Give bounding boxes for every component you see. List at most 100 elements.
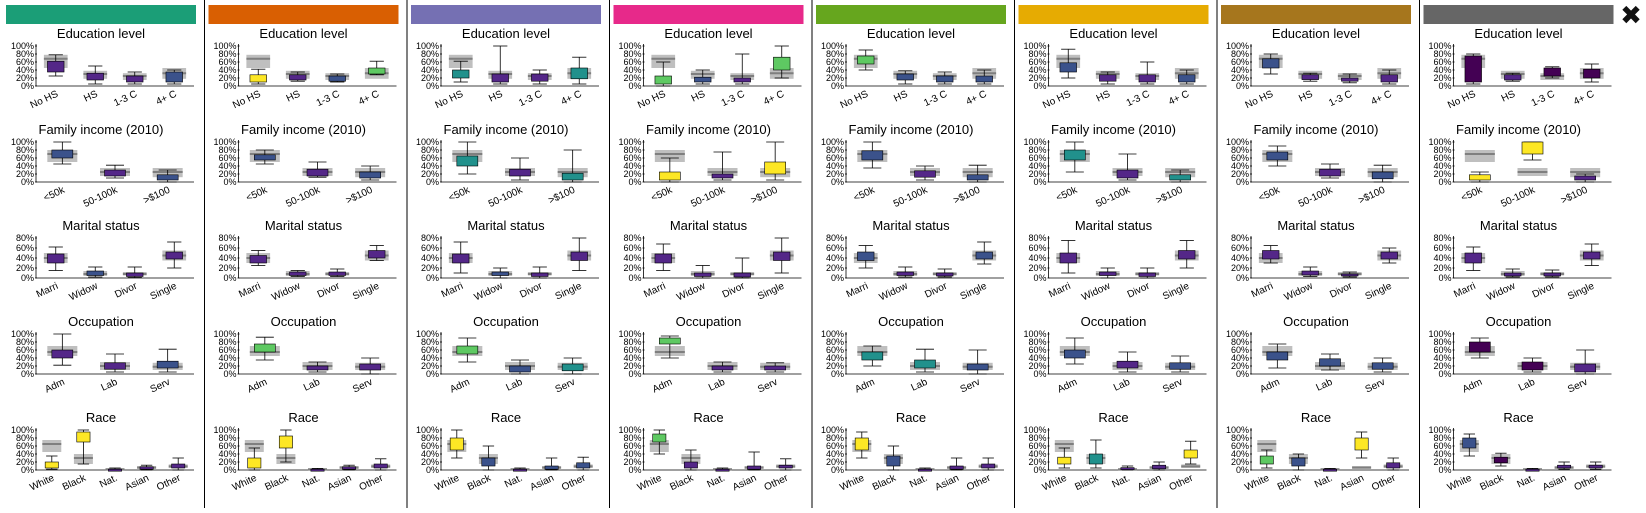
cluster-box xyxy=(1183,449,1198,459)
cluster-box xyxy=(1588,464,1603,469)
cluster-header-bar-2 xyxy=(208,5,399,24)
x-tick-label: Serv xyxy=(959,377,982,396)
cluster-box xyxy=(359,363,381,371)
row-title: Race xyxy=(1301,410,1331,425)
y-tick-label: 40% xyxy=(1231,253,1249,263)
cluster-box xyxy=(139,466,154,470)
y-tick-label: 100% xyxy=(1226,137,1249,147)
x-tick-label: 1-3 C xyxy=(1125,89,1152,109)
y-tick-label: 100% xyxy=(821,329,844,339)
row-title: Family income (2010) xyxy=(1051,122,1176,137)
cluster-box xyxy=(1099,74,1117,82)
cluster-box xyxy=(47,253,65,264)
x-tick-label: Adm xyxy=(43,377,66,396)
cluster-box xyxy=(1493,456,1508,464)
cluster-box xyxy=(1088,453,1103,465)
y-tick-label: 40% xyxy=(623,353,641,363)
y-tick-label: 60% xyxy=(218,345,236,355)
cluster-box xyxy=(711,173,734,179)
y-tick-label: 20% xyxy=(623,73,641,83)
y-tick-label: 100% xyxy=(11,329,34,339)
y-tick-label: 100% xyxy=(213,137,236,147)
x-tick-label: Widow xyxy=(68,280,101,303)
cluster-box xyxy=(481,457,496,467)
x-tick-label: HS xyxy=(1297,89,1315,105)
y-tick-label: 0% xyxy=(1033,177,1046,187)
x-tick-label: Black xyxy=(61,472,89,493)
y-tick-label: 100% xyxy=(1226,425,1249,435)
y-tick-label: 100% xyxy=(618,425,641,435)
y-tick-label: 0% xyxy=(1438,273,1451,283)
x-tick-label: Asian xyxy=(326,473,353,494)
y-tick-label: 60% xyxy=(623,153,641,163)
cluster-box xyxy=(51,349,74,359)
x-tick-label: No HS xyxy=(839,89,871,112)
x-tick-label: >$100 xyxy=(547,185,578,207)
y-tick-label: 80% xyxy=(1028,233,1046,243)
cluster-box xyxy=(1262,250,1280,260)
cluster-box xyxy=(452,69,470,79)
x-tick-label: 1-3 C xyxy=(315,89,342,109)
y-tick-label: 100% xyxy=(213,41,236,51)
x-tick-label: HS xyxy=(1095,89,1113,105)
x-tick-label: Serv xyxy=(351,377,374,396)
y-tick-label: 40% xyxy=(1231,353,1249,363)
y-tick-label: 60% xyxy=(1028,153,1046,163)
x-tick-label: Widow xyxy=(473,280,506,303)
x-tick-label: Serv xyxy=(1364,377,1387,396)
y-tick-label: 20% xyxy=(1433,263,1451,273)
y-tick-label: 0% xyxy=(1033,81,1046,91)
x-tick-label: 4+ C xyxy=(559,89,583,108)
y-tick-label: 60% xyxy=(16,441,34,451)
x-tick-label: No HS xyxy=(1041,89,1073,112)
cluster-box xyxy=(1178,250,1196,260)
y-tick-label: 0% xyxy=(1236,273,1249,283)
y-tick-label: 80% xyxy=(218,145,236,155)
close-icon[interactable]: ✖ xyxy=(1620,1,1642,31)
cluster-box xyxy=(975,75,993,83)
y-tick-label: 0% xyxy=(1236,177,1249,187)
y-tick-label: 80% xyxy=(421,433,439,443)
cluster-box xyxy=(1354,437,1369,451)
y-tick-label: 60% xyxy=(16,345,34,355)
y-tick-label: 0% xyxy=(21,369,34,379)
y-tick-label: 60% xyxy=(1231,153,1249,163)
x-tick-label: Widow xyxy=(878,280,911,303)
cluster-box xyxy=(1319,168,1341,177)
x-tick-label: White xyxy=(28,473,56,494)
y-tick-label: 20% xyxy=(1231,361,1249,371)
cluster-box xyxy=(156,360,179,369)
x-tick-label: Lab xyxy=(504,377,524,394)
x-tick-label: Nat. xyxy=(1515,473,1536,491)
cluster-box xyxy=(126,272,144,277)
x-tick-label: No HS xyxy=(29,89,61,112)
cluster-box xyxy=(47,60,65,73)
cluster-box xyxy=(76,431,91,443)
y-tick-label: 80% xyxy=(218,337,236,347)
x-tick-label: White xyxy=(838,473,866,494)
cluster-box xyxy=(249,255,267,264)
x-tick-label: Marri xyxy=(1250,281,1275,301)
cluster-box xyxy=(86,72,104,81)
y-tick-label: 20% xyxy=(826,361,844,371)
x-tick-label: Marri xyxy=(440,281,465,301)
x-tick-label: <50k xyxy=(1257,184,1282,204)
y-tick-label: 20% xyxy=(623,169,641,179)
x-tick-label: Adm xyxy=(651,377,674,396)
x-tick-label: <50k xyxy=(650,184,675,204)
x-tick-label: 4+ C xyxy=(762,89,786,108)
row-title: Education level xyxy=(57,26,145,41)
y-tick-label: 20% xyxy=(1028,457,1046,467)
y-tick-label: 60% xyxy=(218,153,236,163)
cluster-box xyxy=(1169,174,1191,181)
y-tick-label: 20% xyxy=(826,457,844,467)
cluster-box xyxy=(711,365,734,371)
x-tick-label: Marri xyxy=(237,281,262,301)
cluster-box xyxy=(491,73,509,83)
y-tick-label: 20% xyxy=(16,169,34,179)
y-tick-label: 60% xyxy=(1433,57,1451,67)
y-tick-label: 20% xyxy=(421,73,439,83)
y-tick-label: 0% xyxy=(426,465,439,475)
cluster-box xyxy=(306,168,329,177)
y-tick-label: 0% xyxy=(1438,465,1451,475)
